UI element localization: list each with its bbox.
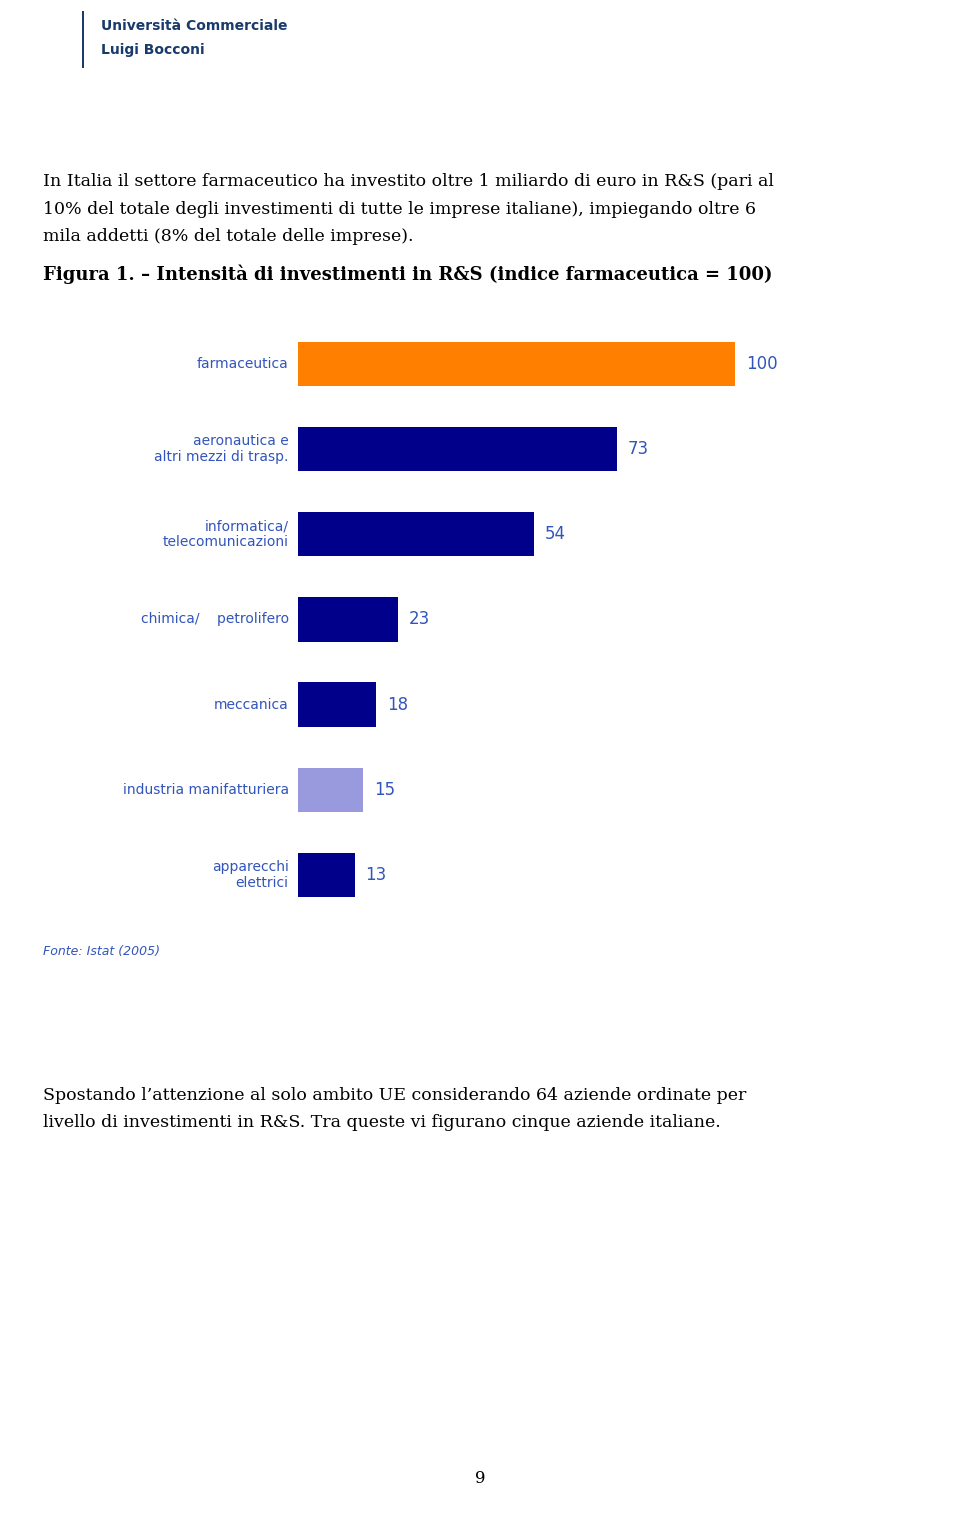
Bar [298,768,363,812]
Text: aeronautica e
altri mezzi di trasp.: aeronautica e altri mezzi di trasp. [155,433,289,464]
Text: Fonte: Istat (2005): Fonte: Istat (2005) [43,945,160,959]
Text: 73: 73 [628,439,649,458]
Bar [298,342,735,386]
Text: 100: 100 [746,354,778,372]
Text: 18: 18 [387,696,408,714]
Text: meccanica: meccanica [214,698,289,711]
Text: apparecchi
elettrici: apparecchi elettrici [212,860,289,891]
Text: informatica/
telecomunicazioni: informatica/ telecomunicazioni [162,518,289,549]
Bar [298,512,534,556]
Text: Luigi Bocconi: Luigi Bocconi [101,43,204,56]
Bar [298,853,354,897]
Text: 10% del totale degli investimenti di tutte le imprese italiane), impiegando oltr: 10% del totale degli investimenti di tut… [43,201,756,217]
Text: 23: 23 [409,611,430,628]
Text: Università Commerciale: Università Commerciale [101,20,287,33]
Text: 54: 54 [545,524,566,543]
Text: mila addetti (8% del totale delle imprese).: mila addetti (8% del totale delle impres… [43,228,414,245]
Text: 9: 9 [475,1470,485,1487]
Text: Spostando l’attenzione al solo ambito UE considerando 64 aziende ordinate per: Spostando l’attenzione al solo ambito UE… [43,1087,747,1104]
Text: 15: 15 [374,781,396,800]
Bar [298,682,376,727]
Bar [298,597,398,641]
Text: farmaceutica: farmaceutica [197,357,289,371]
Text: industria manifatturiera: industria manifatturiera [123,783,289,796]
Text: 13: 13 [366,866,387,885]
Text: Figura 1. – Intensità di investimenti in R&S (indice farmaceutica = 100): Figura 1. – Intensità di investimenti in… [43,264,773,284]
Bar [298,427,617,471]
Text: chimica/    petrolifero: chimica/ petrolifero [140,613,289,626]
Text: livello di investimenti in R&S. Tra queste vi figurano cinque aziende italiane.: livello di investimenti in R&S. Tra ques… [43,1114,721,1131]
Text: In Italia il settore farmaceutico ha investito oltre 1 miliardo di euro in R&S (: In Italia il settore farmaceutico ha inv… [43,173,774,190]
